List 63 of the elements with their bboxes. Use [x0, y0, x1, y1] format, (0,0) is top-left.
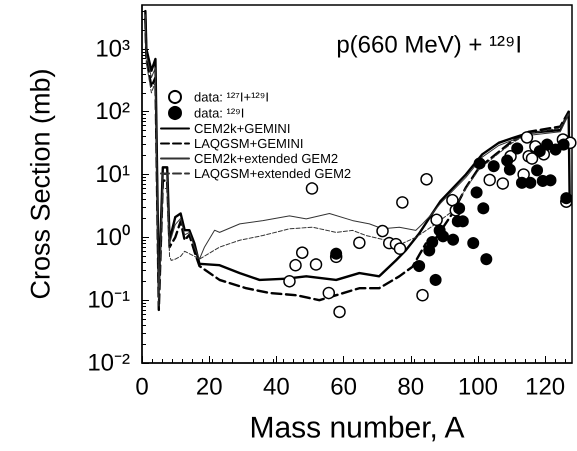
- point: [289, 258, 302, 272]
- point: [496, 177, 510, 190]
- point: [310, 258, 322, 271]
- y-tick-label: 10⁻¹: [87, 286, 130, 314]
- point: [504, 164, 516, 176]
- point: [430, 274, 442, 286]
- point: [550, 144, 562, 156]
- point: [544, 174, 556, 186]
- legend-label: LAQGSM+extended GEM2: [194, 166, 352, 181]
- legend-label: CEM2k+extended GEM2: [194, 151, 338, 166]
- point: [376, 224, 389, 238]
- x-tick-label: 60: [330, 374, 357, 400]
- x-tick-label: 40: [263, 374, 290, 400]
- point: [420, 173, 433, 186]
- x-tick-label: 100: [458, 374, 498, 400]
- legend-label: LAQGSM+GEMINI: [194, 136, 304, 151]
- point: [474, 157, 486, 170]
- point: [413, 260, 426, 272]
- point: [430, 214, 443, 226]
- point: [446, 194, 459, 206]
- y-tick-label: 10⁻²: [87, 350, 130, 376]
- point: [483, 174, 496, 186]
- text: p(660 MeV) + ¹²⁹I: [336, 32, 522, 58]
- point: [437, 230, 449, 242]
- point: [283, 275, 296, 288]
- legend-label: data: ¹²⁷I+¹²⁹I: [194, 90, 269, 104]
- point: [520, 131, 534, 144]
- x-axis-title: Mass number, A: [249, 412, 465, 444]
- point: [531, 164, 544, 176]
- y-tick-label: 10⁰: [95, 224, 130, 251]
- x-tick-label: 0: [135, 374, 149, 400]
- point: [560, 192, 572, 204]
- point: [467, 237, 480, 250]
- point: [333, 306, 346, 318]
- x-tick-label: 120: [525, 374, 566, 400]
- point: [447, 234, 460, 246]
- x-tick-label: 20: [196, 374, 223, 400]
- point: [416, 288, 429, 302]
- y-tick-label: 10¹: [95, 161, 130, 188]
- point: [306, 182, 318, 195]
- point: [480, 253, 492, 266]
- point: [426, 236, 438, 248]
- point: [470, 186, 483, 198]
- point: [541, 138, 554, 151]
- point: [394, 242, 406, 255]
- y-tick-label: 10²: [95, 98, 130, 126]
- point: [534, 145, 546, 158]
- x-tick-label: 80: [397, 374, 424, 400]
- point: [353, 236, 366, 250]
- point: [477, 202, 490, 214]
- point: [526, 152, 538, 165]
- point: [322, 286, 336, 300]
- legend-label: data: ¹²⁹I: [194, 106, 244, 120]
- y-axis-title: Cross Section (mb): [26, 68, 56, 300]
- point: [296, 246, 308, 259]
- point: [511, 142, 524, 154]
- y-tick-label: 10³: [95, 35, 130, 62]
- point: [453, 202, 466, 214]
- point: [330, 248, 342, 260]
- legend-label: CEM2k+GEMINI: [194, 121, 290, 136]
- point: [396, 196, 409, 209]
- point: [488, 160, 500, 172]
- point: [558, 138, 570, 151]
